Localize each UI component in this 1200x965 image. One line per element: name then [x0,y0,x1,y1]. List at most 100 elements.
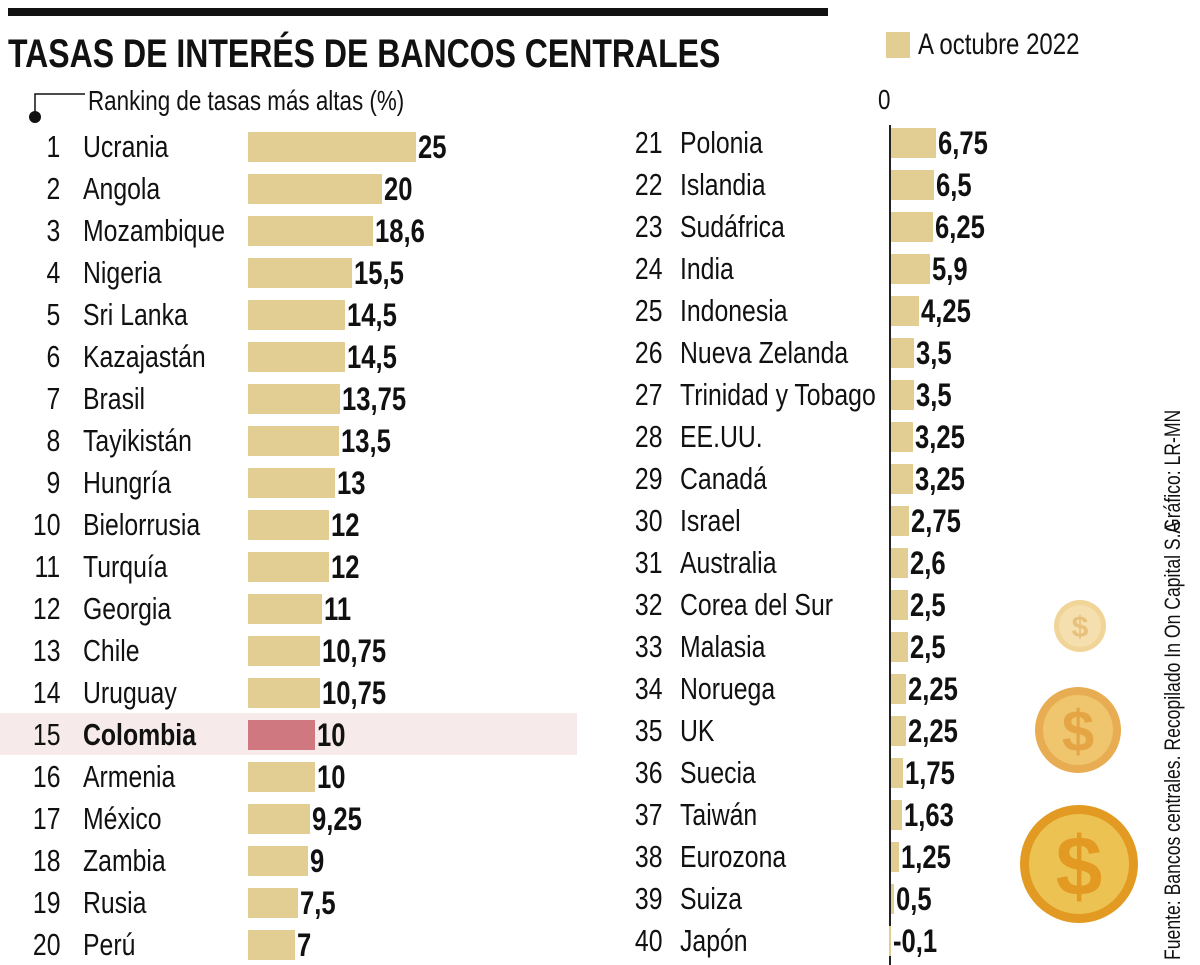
bar-row: 29 Canadá 3,25 [0,458,1200,500]
chart-title: TASAS DE INTERÉS DE BANCOS CENTRALES [8,32,721,76]
source-note: Fuente: Bancos centrales. Recopilado In … [1160,260,1186,960]
country-label: Hungría [83,465,172,500]
bar-row: 25 Indonesia 4,25 [0,290,1200,332]
bar [248,468,336,498]
value-label: 25 [418,129,447,165]
bar [891,254,931,284]
bar [891,170,935,200]
value-label: 3,5 [916,377,952,413]
country-label: Brasil [83,381,146,416]
value-label: -0,1 [893,923,938,959]
bar [248,636,321,666]
bar [248,384,341,414]
bar [248,552,329,582]
country-label: Japón [680,923,748,958]
source-text: Fuente: Bancos centrales. Recopilado In … [1160,521,1185,960]
value-label: 3,5 [916,335,952,371]
value-label: 12 [330,549,360,585]
bar [248,132,416,162]
country-label: Zambia [83,843,166,878]
value-label: 18,6 [374,213,425,249]
bar [248,678,321,708]
country-label: Sri Lanka [83,297,188,332]
rank-label: 35 [634,713,662,748]
bar-row: 9 Hungría 13 [0,462,1200,504]
bar-row: 13 Chile 10,75 [0,630,1200,672]
country-label: Islandia [680,167,766,202]
country-label: Noruega [680,671,776,706]
bar-row: 35 UK 2,25 [0,710,1200,752]
value-label: 14,5 [347,297,398,333]
value-label: 9 [310,843,325,879]
bar-row: 30 Israel 2,75 [0,500,1200,542]
rank-label: 40 [634,923,662,958]
bar [248,342,346,372]
country-label: Perú [83,927,136,962]
rank-label: 31 [634,545,662,580]
bar [248,174,383,204]
country-label: Suecia [680,755,756,790]
bar-row: 5 Sri Lanka 14,5 [0,294,1200,336]
value-label: 2,75 [911,503,962,539]
rank-label: 12 [32,591,60,626]
medium-coin-icon: $ [1035,687,1121,773]
rank-label: 36 [634,755,662,790]
rank-label: 29 [634,461,662,496]
rank-label: 24 [634,251,662,286]
bar-row: 40 Japón -0,1 [0,920,1200,962]
country-label: Malasia [680,629,766,664]
bar [891,716,906,746]
bar-row: 10 Bielorrusia 12 [0,504,1200,546]
value-label: 1,75 [904,755,955,791]
bar [891,380,915,410]
value-label: 4,25 [921,293,972,329]
value-label: 10,75 [322,675,387,711]
top-rule [8,8,828,16]
svg-text:$: $ [1056,819,1103,913]
country-label: Polonia [680,125,763,160]
bar [891,758,903,788]
bar [248,804,311,834]
rank-label: 17 [32,801,60,836]
bar-row: 6 Kazajastán 14,5 [0,336,1200,378]
bar-row: 26 Nueva Zelanda 3,5 [0,332,1200,374]
subtitle-pointer-icon [29,93,85,123]
country-label: Kazajastán [83,339,206,374]
value-label: 0,5 [896,881,932,917]
value-label: 1,63 [903,797,954,833]
value-label: 7,5 [300,885,336,921]
bar-row: 11 Turquía 12 [0,546,1200,588]
rank-label: 20 [32,927,60,962]
country-label: UK [680,713,715,748]
value-label: 6,5 [936,167,972,203]
country-label: Ucrania [83,129,169,164]
bar [891,464,913,494]
rank-label: 7 [46,381,60,416]
rank-label: 6 [46,339,60,374]
value-label: 2,25 [908,713,958,749]
country-label: Rusia [83,885,147,920]
bar [891,800,902,830]
bar-row: 16 Armenia 10 [0,756,1200,798]
rank-label: 2 [46,171,60,206]
bar-row: 1 Ucrania 25 [0,126,1200,168]
country-label: EE.UU. [680,419,763,454]
bar-row: 2 Angola 20 [0,168,1200,210]
country-label: Bielorrusia [83,507,201,542]
zero-axis-line [889,125,891,965]
value-label: 6,25 [934,209,985,245]
legend-swatch [886,32,910,58]
rank-label: 16 [32,759,60,794]
bar-row: 33 Malasia 2,5 [0,626,1200,668]
bar-row: 36 Suecia 1,75 [0,752,1200,794]
bar [248,426,339,456]
bar-row: 39 Suiza 0,5 [0,878,1200,920]
bar-row: 12 Georgia 11 [0,588,1200,630]
bar-row: 28 EE.UU. 3,25 [0,416,1200,458]
country-label: Taiwán [680,797,758,832]
country-label: Sudáfrica [680,209,785,244]
bar [248,846,309,876]
rank-label: 37 [634,797,662,832]
value-label: 13 [337,465,366,501]
